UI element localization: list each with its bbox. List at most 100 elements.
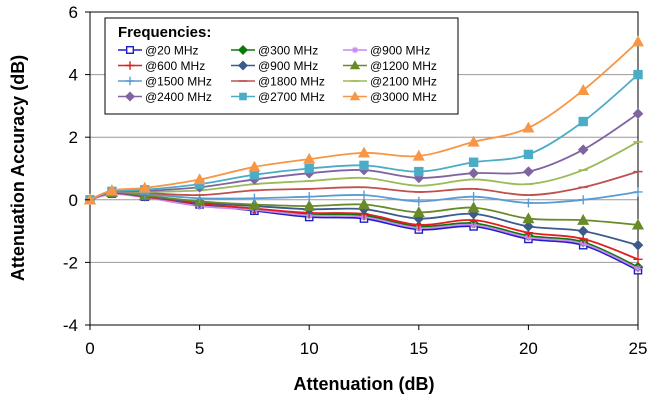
legend-label: @2100 MHz xyxy=(370,75,437,89)
legend-item: @1800 MHz xyxy=(231,75,325,89)
axis-ticks: 0 5 10 15 20 25 -4 -2 0 2 4 6 xyxy=(63,3,648,358)
data-point xyxy=(577,213,590,225)
data-point xyxy=(349,91,361,101)
x-tick-label: 5 xyxy=(195,339,204,358)
data-point xyxy=(524,233,532,241)
y-tick-label: 6 xyxy=(69,3,78,22)
legend-item: @20 MHz xyxy=(118,44,199,58)
data-point xyxy=(303,152,316,164)
data-point xyxy=(468,167,479,179)
y-tick-label: -4 xyxy=(63,316,78,335)
data-point xyxy=(468,157,479,167)
series-11 xyxy=(83,35,645,205)
data-point xyxy=(237,44,249,56)
legend-label: @900 MHz xyxy=(370,44,430,58)
data-point xyxy=(248,160,261,172)
data-point xyxy=(631,218,645,230)
data-point xyxy=(125,46,134,55)
data-point xyxy=(304,192,314,202)
legend-label: @600 MHz xyxy=(145,59,205,73)
legend-item: @300 MHz xyxy=(231,44,318,58)
data-point xyxy=(351,46,359,54)
data-point xyxy=(578,195,588,205)
data-point xyxy=(633,187,643,197)
legend-item: @600 MHz xyxy=(118,59,205,73)
data-point xyxy=(125,76,135,86)
series-layer xyxy=(83,35,645,275)
data-point xyxy=(138,181,151,193)
data-point xyxy=(632,108,644,120)
data-point xyxy=(522,212,535,224)
data-point xyxy=(633,69,643,80)
data-point xyxy=(349,60,361,70)
plot-area xyxy=(89,11,639,326)
legend-label: @300 MHz xyxy=(258,44,318,58)
data-point xyxy=(249,170,260,180)
data-point xyxy=(577,225,589,237)
data-point xyxy=(357,146,371,158)
x-tick-label: 0 xyxy=(85,339,94,358)
x-axis-title: Attenuation (dB) xyxy=(294,374,435,394)
data-point xyxy=(577,84,590,95)
series-line xyxy=(89,191,639,226)
y-tick-label: -2 xyxy=(63,253,78,272)
legend-label: @1200 MHz xyxy=(370,59,437,73)
legend-title: Frequencies: xyxy=(118,24,211,41)
data-point xyxy=(304,163,314,174)
data-point xyxy=(631,35,645,47)
legend-label: @3000 MHz xyxy=(370,90,437,104)
data-point xyxy=(578,116,588,127)
data-point xyxy=(523,198,533,208)
legend-item: @2400 MHz xyxy=(118,90,212,104)
legend-item: @2700 MHz xyxy=(231,90,325,104)
x-tick-label: 20 xyxy=(519,339,538,358)
legend-item: @900 MHz xyxy=(231,59,318,73)
data-point xyxy=(237,60,249,71)
data-point xyxy=(467,201,480,213)
y-tick-label: 0 xyxy=(69,191,78,210)
legend-box xyxy=(104,17,459,115)
legend-item: @1200 MHz xyxy=(343,59,437,73)
x-tick-label: 15 xyxy=(409,339,428,358)
data-point xyxy=(523,166,534,177)
data-point xyxy=(523,221,534,232)
data-point xyxy=(632,239,644,251)
data-point xyxy=(249,193,259,203)
y-axis-title: Attenuation Accuracy (dB) xyxy=(8,55,28,281)
x-tick-label: 10 xyxy=(300,339,319,358)
x-tick-label: 25 xyxy=(629,339,648,358)
legend-label: @2400 MHz xyxy=(145,90,212,104)
data-point xyxy=(577,144,589,156)
data-point xyxy=(523,149,534,160)
legend-label: @1500 MHz xyxy=(145,75,212,89)
legend-item: @1500 MHz xyxy=(118,75,212,89)
legend-items: @20 MHz @300 MHz @900 MHz@600 MHz @900 MHz @… xyxy=(118,44,437,104)
y-tick-label: 2 xyxy=(69,128,78,147)
data-point xyxy=(124,91,136,102)
legend-item: @900 MHz xyxy=(343,44,430,58)
data-point xyxy=(469,192,479,202)
data-point xyxy=(467,135,480,147)
data-point xyxy=(125,61,135,70)
legend: Frequencies: @20 MHz @300 MHz @900 MHz@600… xyxy=(104,17,459,115)
data-point xyxy=(248,198,261,210)
data-point xyxy=(414,166,424,177)
legend-label: @20 MHz xyxy=(145,44,199,58)
legend-item: @3000 MHz xyxy=(343,90,437,104)
data-point xyxy=(193,173,206,185)
data-point xyxy=(633,254,643,264)
data-point xyxy=(634,265,642,273)
data-point xyxy=(359,190,369,200)
y-tick-label: 4 xyxy=(69,66,78,85)
data-point xyxy=(414,196,424,206)
data-point xyxy=(239,92,247,101)
data-point xyxy=(579,240,587,248)
data-point xyxy=(470,221,478,229)
legend-label: @1800 MHz xyxy=(258,75,325,89)
data-point xyxy=(412,206,425,218)
data-point xyxy=(359,160,369,171)
data-point xyxy=(303,199,316,211)
legend-item: @2100 MHz xyxy=(343,75,437,89)
data-point xyxy=(357,198,371,210)
